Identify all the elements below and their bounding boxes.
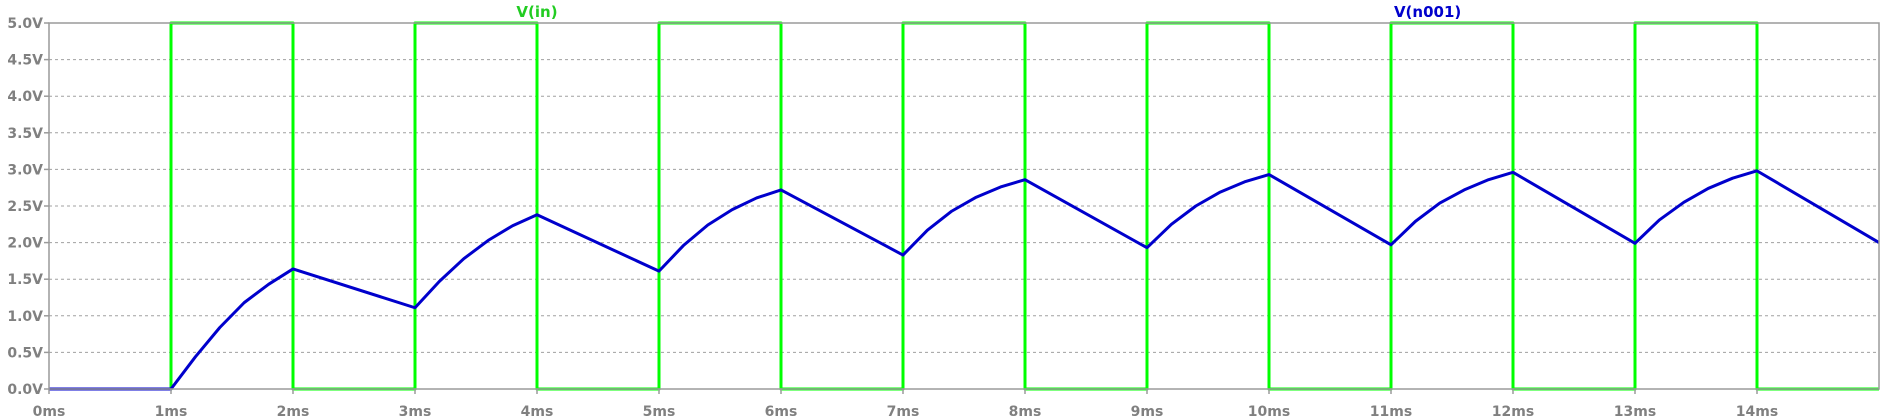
y-tick-label: 4.5V bbox=[7, 53, 43, 69]
y-tick-label: 0.0V bbox=[7, 382, 43, 398]
y-tick-label: 5.0V bbox=[7, 16, 43, 32]
x-tick-label: 1ms bbox=[155, 404, 188, 420]
x-tick-label: 13ms bbox=[1614, 404, 1656, 420]
x-tick-label: 5ms bbox=[643, 404, 676, 420]
x-tick-label: 6ms bbox=[765, 404, 798, 420]
trace-label-v-in: V(in) bbox=[516, 3, 557, 21]
x-tick-label: 12ms bbox=[1492, 404, 1534, 420]
y-tick-label: 1.5V bbox=[7, 272, 43, 288]
y-tick-label: 3.0V bbox=[7, 162, 43, 178]
x-tick-label: 0ms bbox=[33, 404, 66, 420]
trace-labels: V(in) V(n001) bbox=[516, 3, 1461, 21]
y-tick-label: 2.0V bbox=[7, 236, 43, 252]
tick-marks bbox=[44, 22, 1758, 394]
y-tick-label: 0.5V bbox=[7, 345, 43, 361]
x-tick-label: 11ms bbox=[1370, 404, 1412, 420]
y-tick-label: 3.5V bbox=[7, 126, 43, 142]
x-tick-label: 7ms bbox=[887, 404, 920, 420]
x-tick-label: 4ms bbox=[521, 404, 554, 420]
x-tick-label: 9ms bbox=[1131, 404, 1164, 420]
x-tick-label: 10ms bbox=[1248, 404, 1290, 420]
x-tick-label: 14ms bbox=[1736, 404, 1778, 420]
y-tick-label: 2.5V bbox=[7, 199, 43, 215]
x-tick-label: 8ms bbox=[1009, 404, 1042, 420]
y-tick-label: 1.0V bbox=[7, 309, 43, 325]
trace-v-n001 bbox=[49, 169, 1880, 391]
x-tick-label: 2ms bbox=[277, 404, 310, 420]
y-tick-label: 4.0V bbox=[7, 89, 43, 105]
trace-label-v-n001: V(n001) bbox=[1394, 3, 1461, 21]
x-tick-label: 3ms bbox=[399, 404, 432, 420]
axis-labels: 0.0V 0.5V 1.0V 1.5V 2.0V 2.5V 3.0V 3.5V 4.0V 4.5V… bbox=[7, 16, 1778, 420]
